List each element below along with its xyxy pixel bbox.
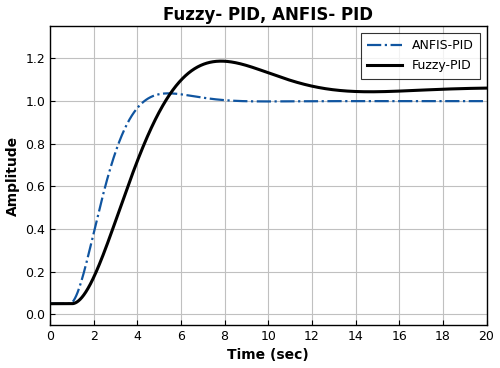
Line: ANFIS-PID: ANFIS-PID (50, 93, 486, 304)
ANFIS-PID (484, 99, 490, 103)
Fuzzy-PID (475, 86, 481, 91)
X-axis label: Time (sec): Time (sec) (228, 348, 309, 362)
Fuzzy-PID (218, 59, 224, 63)
ANFIS-PID (475, 99, 481, 103)
ANFIS-PID (122, 125, 128, 129)
Title: Fuzzy- PID, ANFIS- PID: Fuzzy- PID, ANFIS- PID (163, 6, 373, 24)
ANFIS-PID (214, 97, 220, 102)
Y-axis label: Amplitude: Amplitude (6, 136, 20, 216)
Fuzzy-PID (428, 88, 434, 92)
Fuzzy-PID (47, 301, 53, 306)
Fuzzy-PID (122, 190, 128, 195)
Fuzzy-PID (484, 86, 490, 90)
Fuzzy-PID (214, 59, 220, 63)
ANFIS-PID (166, 91, 172, 96)
Fuzzy-PID (234, 61, 239, 65)
Line: Fuzzy-PID: Fuzzy-PID (50, 61, 486, 304)
ANFIS-PID (97, 206, 103, 210)
ANFIS-PID (428, 99, 434, 103)
Fuzzy-PID (97, 261, 103, 266)
Legend: ANFIS-PID, Fuzzy-PID: ANFIS-PID, Fuzzy-PID (361, 33, 480, 79)
ANFIS-PID (47, 301, 53, 306)
ANFIS-PID (234, 99, 239, 103)
